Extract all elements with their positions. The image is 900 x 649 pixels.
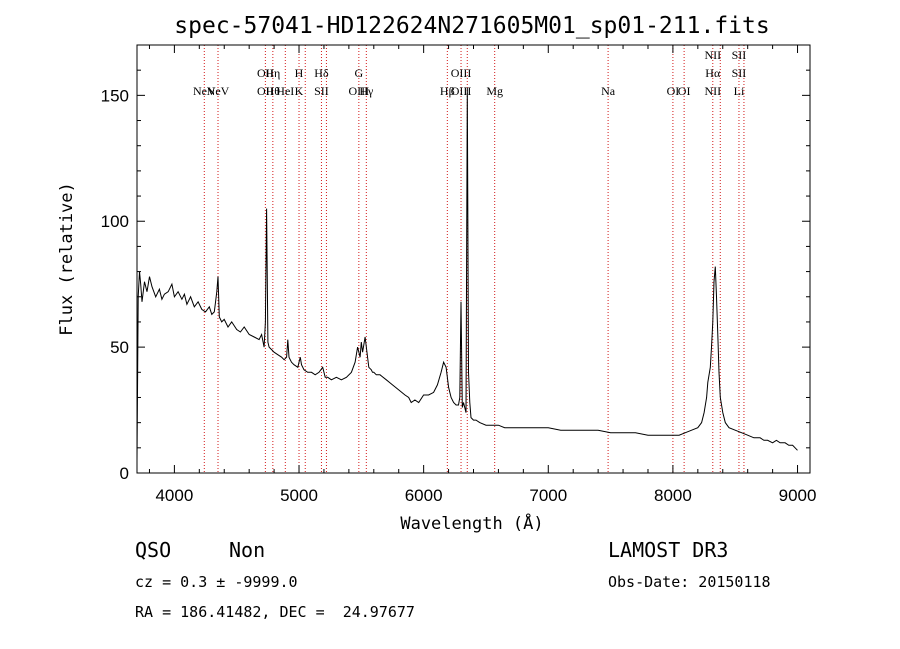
emission-line-label: Hβ [440,84,455,98]
emission-line-markers [203,45,745,473]
object-subclass: Non [229,538,266,562]
emission-line-label: Hθ [266,84,281,98]
x-tick-label: 6000 [405,486,443,505]
emission-line-label: OII [257,84,274,98]
emission-line-label: K [295,84,304,98]
emission-line-label: OIII [349,84,370,98]
x-tick-label: 5000 [280,486,318,505]
x-tick-label: 9000 [779,486,817,505]
y-axis-label: Flux (relative) [57,182,77,336]
y-axis-ticks: 0 50 100 150 [101,69,810,483]
spectrum-series-line [136,87,798,461]
emission-line-label: OIII [451,66,472,80]
x-tick-label: 7000 [529,486,567,505]
emission-line-label: NeV [193,84,216,98]
emission-line-label: G [355,66,364,80]
emission-line-label: SII [314,84,329,98]
emission-line-label: Hδ [314,66,329,80]
emission-line-label: OI [667,84,680,98]
x-axis-ticks: 4000 5000 6000 7000 8000 9000 [148,45,817,505]
y-tick-label: 100 [101,212,129,231]
emission-line-label: OII [257,66,274,80]
emission-line-label: OIII [451,84,472,98]
emission-line-label: Mg [486,84,503,98]
emission-line-label: HeI [276,84,294,98]
x-tick-label: 4000 [155,486,193,505]
emission-line-label: Hγ [359,84,374,98]
emission-line-label: Hη [265,66,280,80]
y-tick-label: 0 [120,464,129,483]
survey-name: LAMOST DR3 [608,538,729,562]
emission-line-label: Li [734,84,745,98]
chart-title: spec-57041-HD122624N271605M01_sp01-211.f… [174,13,769,39]
obs-date-text: Obs-Date: 20150118 [608,573,771,591]
coordinates-text: RA = 186.41482, DEC = 24.97677 [135,603,415,621]
emission-line-label: NeV [207,84,230,98]
y-tick-label: 50 [110,338,129,357]
emission-line-label: H [295,66,304,80]
plot-frame [136,44,811,474]
object-class: QSO [135,538,172,562]
x-tick-label: 8000 [654,486,692,505]
redshift-text: cz = 0.3 ± -9999.0 [135,573,298,591]
x-axis-label: Wavelength (Å) [400,512,543,534]
emission-line-label: SII [732,48,747,62]
emission-line-label: NII [704,48,721,62]
emission-line-label: NII [704,84,721,98]
emission-line-label: OI [678,84,691,98]
emission-line-label: Na [601,84,616,98]
emission-line-label: Hα [705,66,721,80]
y-tick-label: 150 [101,86,129,105]
emission-line-label: SII [732,66,747,80]
